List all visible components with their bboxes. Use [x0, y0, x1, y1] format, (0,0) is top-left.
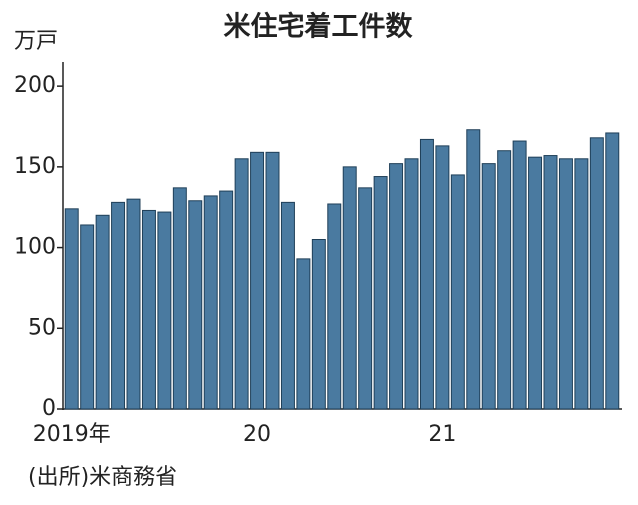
bar — [126, 198, 141, 410]
bar — [373, 176, 388, 410]
bar — [219, 190, 234, 410]
bar — [296, 258, 311, 410]
bar — [64, 208, 79, 410]
bar — [250, 151, 265, 410]
bar — [389, 163, 404, 410]
bar — [95, 214, 110, 410]
y-tick-label: 100 — [14, 235, 56, 260]
x-tick-label: 2019年 — [33, 422, 111, 447]
bar — [605, 132, 620, 410]
x-tick-label: 21 — [428, 422, 456, 447]
chart-title: 米住宅着工件数 — [224, 11, 414, 43]
bar — [265, 151, 280, 410]
bar — [404, 158, 419, 410]
bar — [203, 195, 218, 410]
y-tick-label: 150 — [14, 154, 56, 179]
bar — [234, 158, 249, 410]
bar — [481, 163, 496, 410]
bar — [80, 224, 95, 410]
bar — [280, 201, 295, 410]
bar — [172, 187, 187, 410]
bar — [435, 145, 450, 410]
bar — [512, 140, 527, 410]
bar — [574, 158, 589, 410]
bar — [497, 150, 512, 410]
source-note: (出所)米商務省 — [28, 465, 177, 490]
bar — [450, 174, 465, 410]
bar — [311, 239, 326, 410]
bar — [327, 203, 342, 410]
y-tick-label: 200 — [14, 73, 56, 98]
y-tick-label: 50 — [28, 315, 56, 340]
bar — [111, 201, 126, 410]
bar — [419, 138, 434, 410]
bar — [188, 200, 203, 410]
y-axis-label: 万戸 — [14, 29, 58, 54]
bar — [589, 137, 604, 410]
bar — [141, 209, 156, 410]
bar — [528, 156, 543, 410]
bar — [358, 187, 373, 410]
bar — [342, 166, 357, 410]
bar — [466, 129, 481, 410]
bar — [157, 211, 172, 410]
x-tick-label: 20 — [243, 422, 271, 447]
bar — [543, 155, 558, 410]
bar — [558, 158, 573, 410]
y-tick-label: 0 — [42, 396, 56, 421]
